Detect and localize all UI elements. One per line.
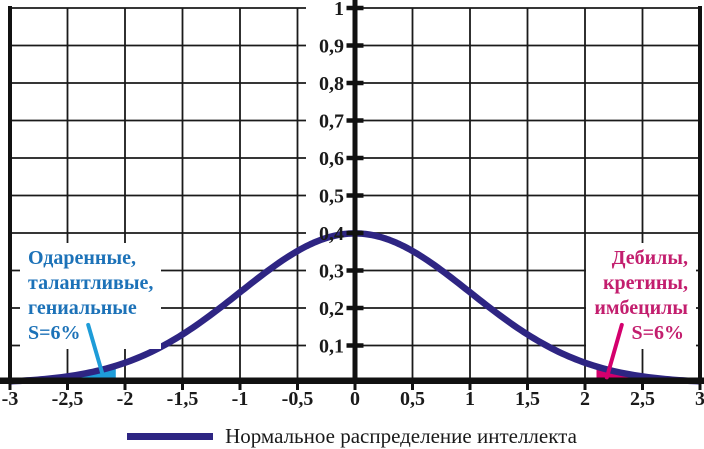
y-tick [346, 155, 364, 161]
y-label-backing [306, 147, 348, 169]
y-tick [346, 193, 364, 198]
y-tick [346, 80, 364, 86]
legend-line-swatch [127, 432, 214, 440]
x-tick [526, 384, 529, 390]
legend-label: Нормальное распределение интеллекта [225, 423, 577, 448]
x-tick-label: -0,5 [282, 388, 314, 410]
y-label-backing [306, 297, 348, 319]
y-tick-label: 0,3 [319, 261, 344, 283]
x-tick [698, 384, 702, 390]
y-tick [346, 118, 364, 123]
annotation-impaired-line-3: имбецилы [594, 297, 688, 319]
x-tick [181, 384, 184, 390]
y-tick-label: 0,5 [319, 186, 344, 208]
y-tick-label: 0,4 [319, 223, 344, 245]
y-axis [352, 0, 358, 384]
y-tick-label: 0,2 [319, 298, 344, 320]
annotation-gifted: Одаренные, талантливые, гениальные S=6% [20, 243, 162, 349]
x-tick-label: -1,5 [167, 388, 199, 410]
y-tick-label: 0,1 [319, 336, 344, 358]
x-tick-label: 0,5 [400, 388, 425, 410]
y-tick [346, 305, 364, 311]
y-tick [346, 5, 364, 11]
x-tick-label: 1,5 [515, 388, 540, 410]
annotation-impaired-share: S=6% [631, 322, 684, 344]
y-tick-label: 0,9 [319, 36, 344, 58]
legend: Нормальное распределение интеллекта [0, 423, 704, 449]
x-tick [583, 384, 587, 390]
y-tick [346, 268, 364, 273]
y-label-backing [306, 334, 348, 357]
x-tick [468, 384, 472, 390]
x-tick [411, 384, 414, 390]
x-tick-label: 2 [580, 388, 590, 410]
y-tick-label: 1 [334, 0, 344, 20]
annotation-impaired-line-1: Дебилы, [611, 247, 688, 269]
annotation-gifted-line-1: Одаренные, [28, 247, 136, 269]
x-tick [238, 384, 242, 390]
y-label-backing [306, 34, 348, 57]
y-tick [346, 343, 364, 348]
x-tick-label: -3 [2, 388, 19, 410]
x-tick-label: 2,5 [630, 388, 655, 410]
y-label-backing [306, 184, 348, 207]
annotation-impaired: Дебилы, кретины, имбецилы S=6% [586, 243, 696, 349]
y-label-backing [306, 109, 348, 132]
y-tick [346, 230, 364, 236]
x-tick-label: 1 [465, 388, 475, 410]
annotation-gifted-share: S=6% [28, 322, 81, 344]
annotation-gifted-line-2: талантливые, [28, 272, 154, 294]
x-tick-label: -2,5 [52, 388, 84, 410]
y-tick [346, 43, 364, 48]
x-tick-label: -2 [117, 388, 134, 410]
x-tick [296, 384, 299, 390]
y-label-backing [306, 72, 348, 94]
y-label-backing [306, 259, 348, 282]
x-tick [353, 384, 357, 390]
y-label-backing [306, 0, 348, 19]
x-tick-label: -1 [232, 388, 249, 410]
x-tick [8, 384, 12, 390]
x-tick-label: 3 [695, 388, 704, 410]
annotation-gifted-line-3: гениальные [28, 297, 137, 319]
y-tick-label: 0,6 [319, 148, 344, 170]
x-tick [66, 384, 69, 390]
y-tick-label: 0,8 [319, 73, 344, 95]
x-tick-label: 0 [350, 388, 360, 410]
x-tick [641, 384, 644, 390]
x-tick [123, 384, 127, 390]
x-axis [0, 377, 704, 384]
annotation-impaired-line-2: кретины, [602, 272, 688, 294]
y-tick-label: 0,7 [319, 111, 344, 133]
